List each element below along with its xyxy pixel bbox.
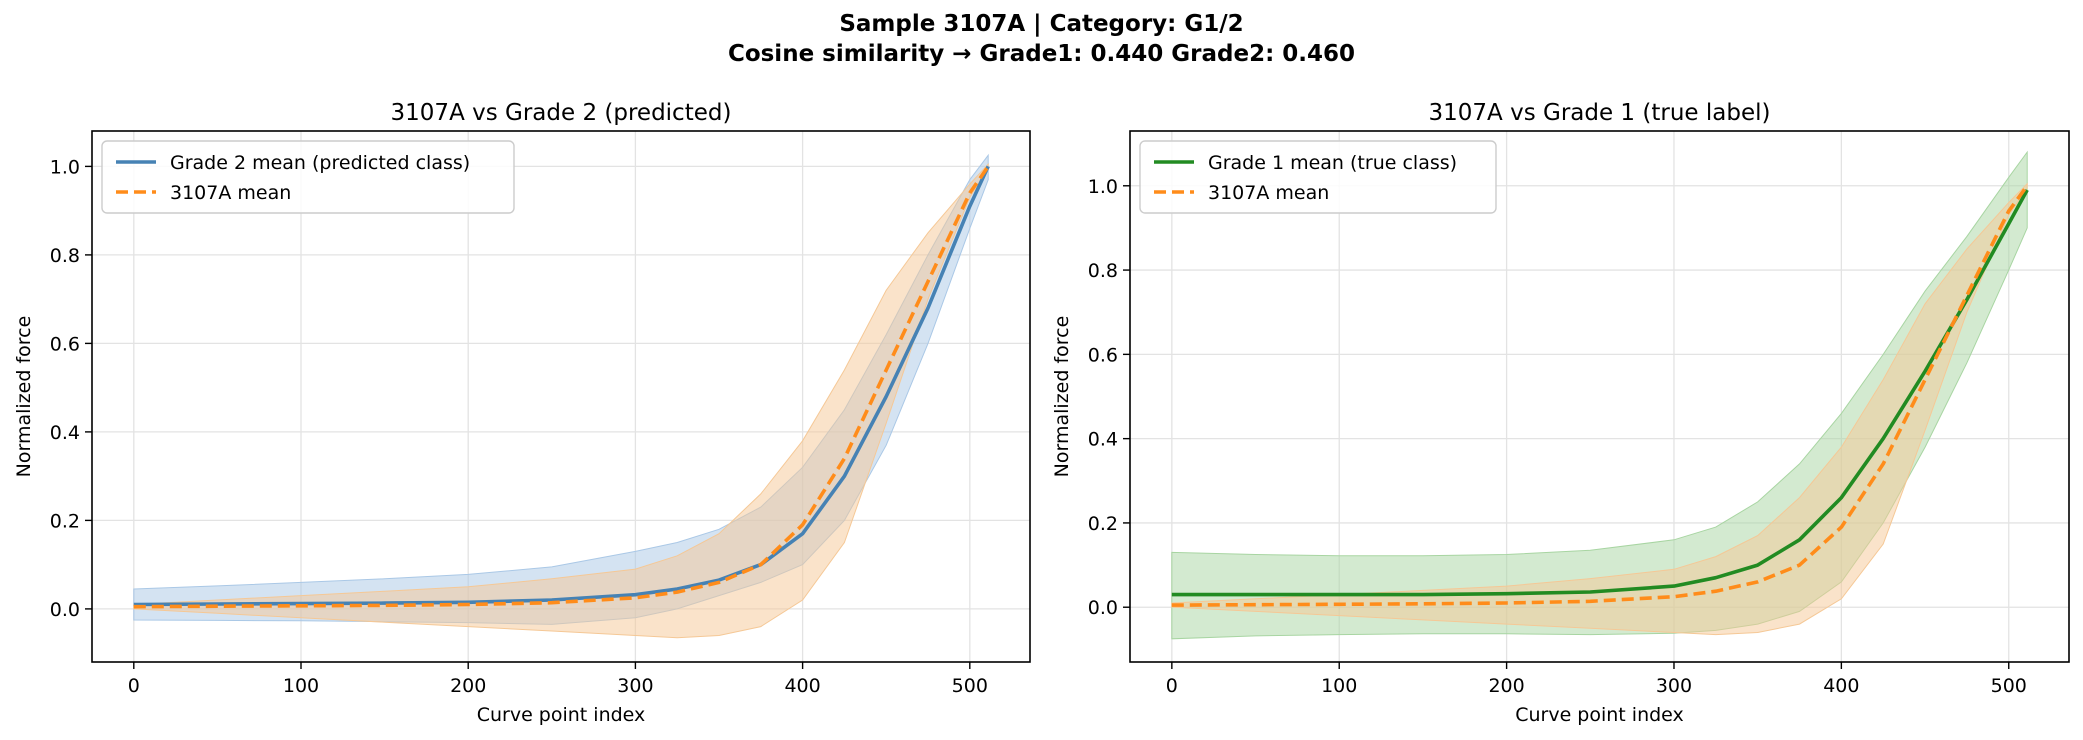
series-line-0: [133, 165, 990, 607]
figure-subtitle: Cosine similarity → Grade1: 0.440 Grade2…: [727, 41, 1356, 67]
y-tick-label: 0.4: [1088, 429, 1118, 451]
x-tick-label: 200: [450, 675, 486, 697]
series-band-1: [1171, 182, 2028, 636]
y-tick-label: 1.0: [1088, 176, 1118, 198]
y-tick-label: 0.6: [50, 333, 80, 355]
legend-label-1: 3107A mean: [170, 182, 291, 204]
series-line-1: [1171, 184, 2029, 607]
y-tick-label: 0.2: [1088, 513, 1118, 535]
y-tick-label: 0.2: [50, 510, 80, 532]
x-tick-label: 300: [1656, 675, 1692, 697]
legend-label-1: 3107A mean: [1208, 182, 1329, 204]
legend-label-0: Grade 1 mean (true class): [1208, 152, 1457, 174]
series-line-1: [133, 165, 990, 609]
y-tick-label: 0.0: [1088, 597, 1118, 619]
legend-box: [101, 140, 515, 214]
y-axis-label: Normalized force: [1051, 316, 1073, 478]
x-tick-label: 100: [1321, 675, 1357, 697]
axes-frame: [1129, 130, 2070, 663]
y-axis-label: Normalized force: [13, 316, 35, 478]
y-tick-label: 1.0: [50, 156, 80, 178]
x-tick-label: 400: [784, 675, 820, 697]
x-tick-label: 100: [283, 675, 319, 697]
y-tick-label: 0.4: [50, 422, 80, 444]
legend-label-0: Grade 2 mean (predicted class): [170, 152, 470, 174]
chart-title: 3107A vs Grade 2 (predicted): [391, 100, 732, 126]
y-tick-label: 0.6: [1088, 344, 1118, 366]
y-tick-label: 0.0: [50, 599, 80, 621]
x-tick-label: 200: [1488, 675, 1524, 697]
x-tick-label: 500: [1991, 675, 2027, 697]
right-chart-panel: 0 100 200 300 400 500 0.0 0.2 0.4 0.6 0.8 1.0 3107A …: [1051, 100, 2070, 726]
x-tick-label: 500: [952, 675, 988, 697]
x-tick-label: 400: [1823, 675, 1859, 697]
axes-frame: [91, 130, 1031, 663]
left-chart-panel: 0 100 200 300 400 500 0.0 0.2 0.4 0.6 0.8 1.0 3107A …: [13, 100, 1031, 726]
legend-box: [1139, 140, 1497, 214]
x-tick-label: 0: [128, 675, 140, 697]
x-axis-label: Curve point index: [477, 704, 646, 726]
x-tick-label: 300: [617, 675, 653, 697]
x-axis-label: Curve point index: [1515, 704, 1684, 726]
y-tick-label: 0.8: [50, 245, 80, 267]
figure-title: Sample 3107A | Category: G1/2: [839, 11, 1244, 37]
chart-title: 3107A vs Grade 1 (true label): [1429, 100, 1771, 126]
y-tick-label: 0.8: [1088, 260, 1118, 282]
x-tick-label: 0: [1166, 675, 1178, 697]
